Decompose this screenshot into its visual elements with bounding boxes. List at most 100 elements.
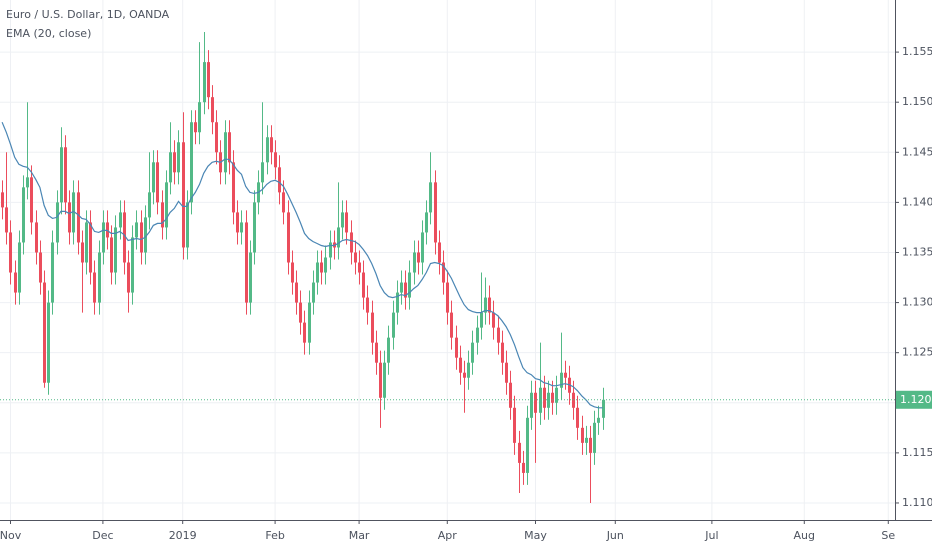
axes: 1.110001.115001.120001.125001.130001.135… (0, 45, 932, 542)
candle-body (89, 222, 92, 273)
x-tick-label: Se (881, 529, 895, 542)
candle-body (438, 242, 441, 263)
candle-body (194, 122, 197, 133)
candle-body (312, 282, 315, 303)
y-tick-label: 1.15000 (902, 95, 932, 108)
candle-body (148, 192, 151, 218)
candle-body (564, 372, 567, 378)
x-tick-label: Feb (265, 529, 284, 542)
candle-body (232, 162, 235, 213)
candle-body (177, 142, 180, 173)
candle-body (530, 392, 533, 418)
candle-body (513, 407, 516, 443)
ema-line (1, 121, 603, 409)
candle-body (140, 222, 143, 253)
candle-body (224, 132, 227, 173)
candle-body (509, 382, 512, 408)
candle-body (585, 437, 588, 443)
candle-body (572, 392, 575, 408)
candle-body (203, 62, 206, 103)
candle-body (303, 322, 306, 343)
candle-body (467, 362, 470, 378)
candle-body (270, 137, 273, 153)
candle-body (383, 362, 386, 398)
candle-body (560, 372, 563, 388)
candle-body (543, 387, 546, 408)
candle-body (413, 252, 416, 273)
chart-title: Euro / U.S. Dollar, 1D, OANDA (6, 8, 170, 21)
candle-body (505, 362, 508, 383)
candle-body (581, 427, 584, 443)
candle-body (341, 212, 344, 228)
candle-body (387, 337, 390, 363)
candle-body (362, 272, 365, 298)
candle-body (442, 262, 445, 283)
candle-body (350, 232, 353, 253)
candle-body (497, 327, 500, 343)
candle-body (173, 152, 176, 173)
x-tick-label: 2019 (169, 529, 197, 542)
candle-body (329, 242, 332, 258)
candle-body (324, 257, 327, 273)
candle-body (68, 202, 71, 233)
candle-body (471, 342, 474, 363)
candle-body (463, 372, 466, 378)
candle-body (85, 222, 88, 263)
candle-body (26, 177, 29, 188)
candle-body (446, 282, 449, 313)
candle-body (182, 142, 185, 248)
candle-body (396, 292, 399, 313)
candle-body (127, 262, 130, 293)
candle-body (526, 417, 529, 473)
candle-body (589, 437, 592, 453)
x-tick-label: Dec (92, 529, 113, 542)
candle-body (539, 387, 542, 413)
y-tick-label: 1.13000 (902, 296, 932, 309)
candle-body (375, 342, 378, 363)
candle-body (602, 399, 605, 418)
y-tick-label: 1.14500 (902, 145, 932, 158)
candle-body (534, 392, 537, 413)
candle-body (576, 407, 579, 428)
candle-body (47, 302, 50, 383)
x-tick-label: Jul (704, 529, 718, 542)
y-tick-label: 1.11000 (902, 496, 932, 509)
candle-body (266, 137, 269, 163)
candle-body (366, 297, 369, 313)
x-tick-label: Aug (794, 529, 815, 542)
candle-body (392, 312, 395, 338)
candle-body (429, 182, 432, 213)
candle-body (295, 282, 298, 303)
x-tick-label: Apr (438, 529, 458, 542)
x-tick-label: Nov (0, 529, 22, 542)
candle-body (358, 262, 361, 273)
candle-body (320, 262, 323, 273)
candle-body (240, 222, 243, 233)
last-price-label: 1.12030 (900, 393, 932, 406)
candle-body (5, 207, 8, 233)
candle-body (337, 227, 340, 248)
candle-body (93, 272, 96, 303)
candle-body (236, 212, 239, 233)
candle-body (81, 242, 84, 263)
candle-body (291, 262, 294, 283)
candle-body (345, 212, 348, 233)
candle-body (597, 417, 600, 423)
x-tick-label: May (524, 529, 547, 542)
candle-body (379, 362, 382, 398)
candle-body (72, 192, 75, 233)
candle-body (14, 272, 17, 293)
candle-body (135, 222, 138, 238)
candle-body (211, 97, 214, 123)
marks (0, 32, 895, 503)
candle-body (299, 302, 302, 323)
candle-body (476, 327, 479, 343)
candle-body (144, 217, 147, 253)
candle-body (249, 252, 252, 303)
candle-body (161, 202, 164, 228)
last-price-badge (896, 390, 932, 409)
candle-body (98, 252, 101, 303)
candle-body (522, 462, 525, 473)
candle-body (245, 222, 248, 303)
